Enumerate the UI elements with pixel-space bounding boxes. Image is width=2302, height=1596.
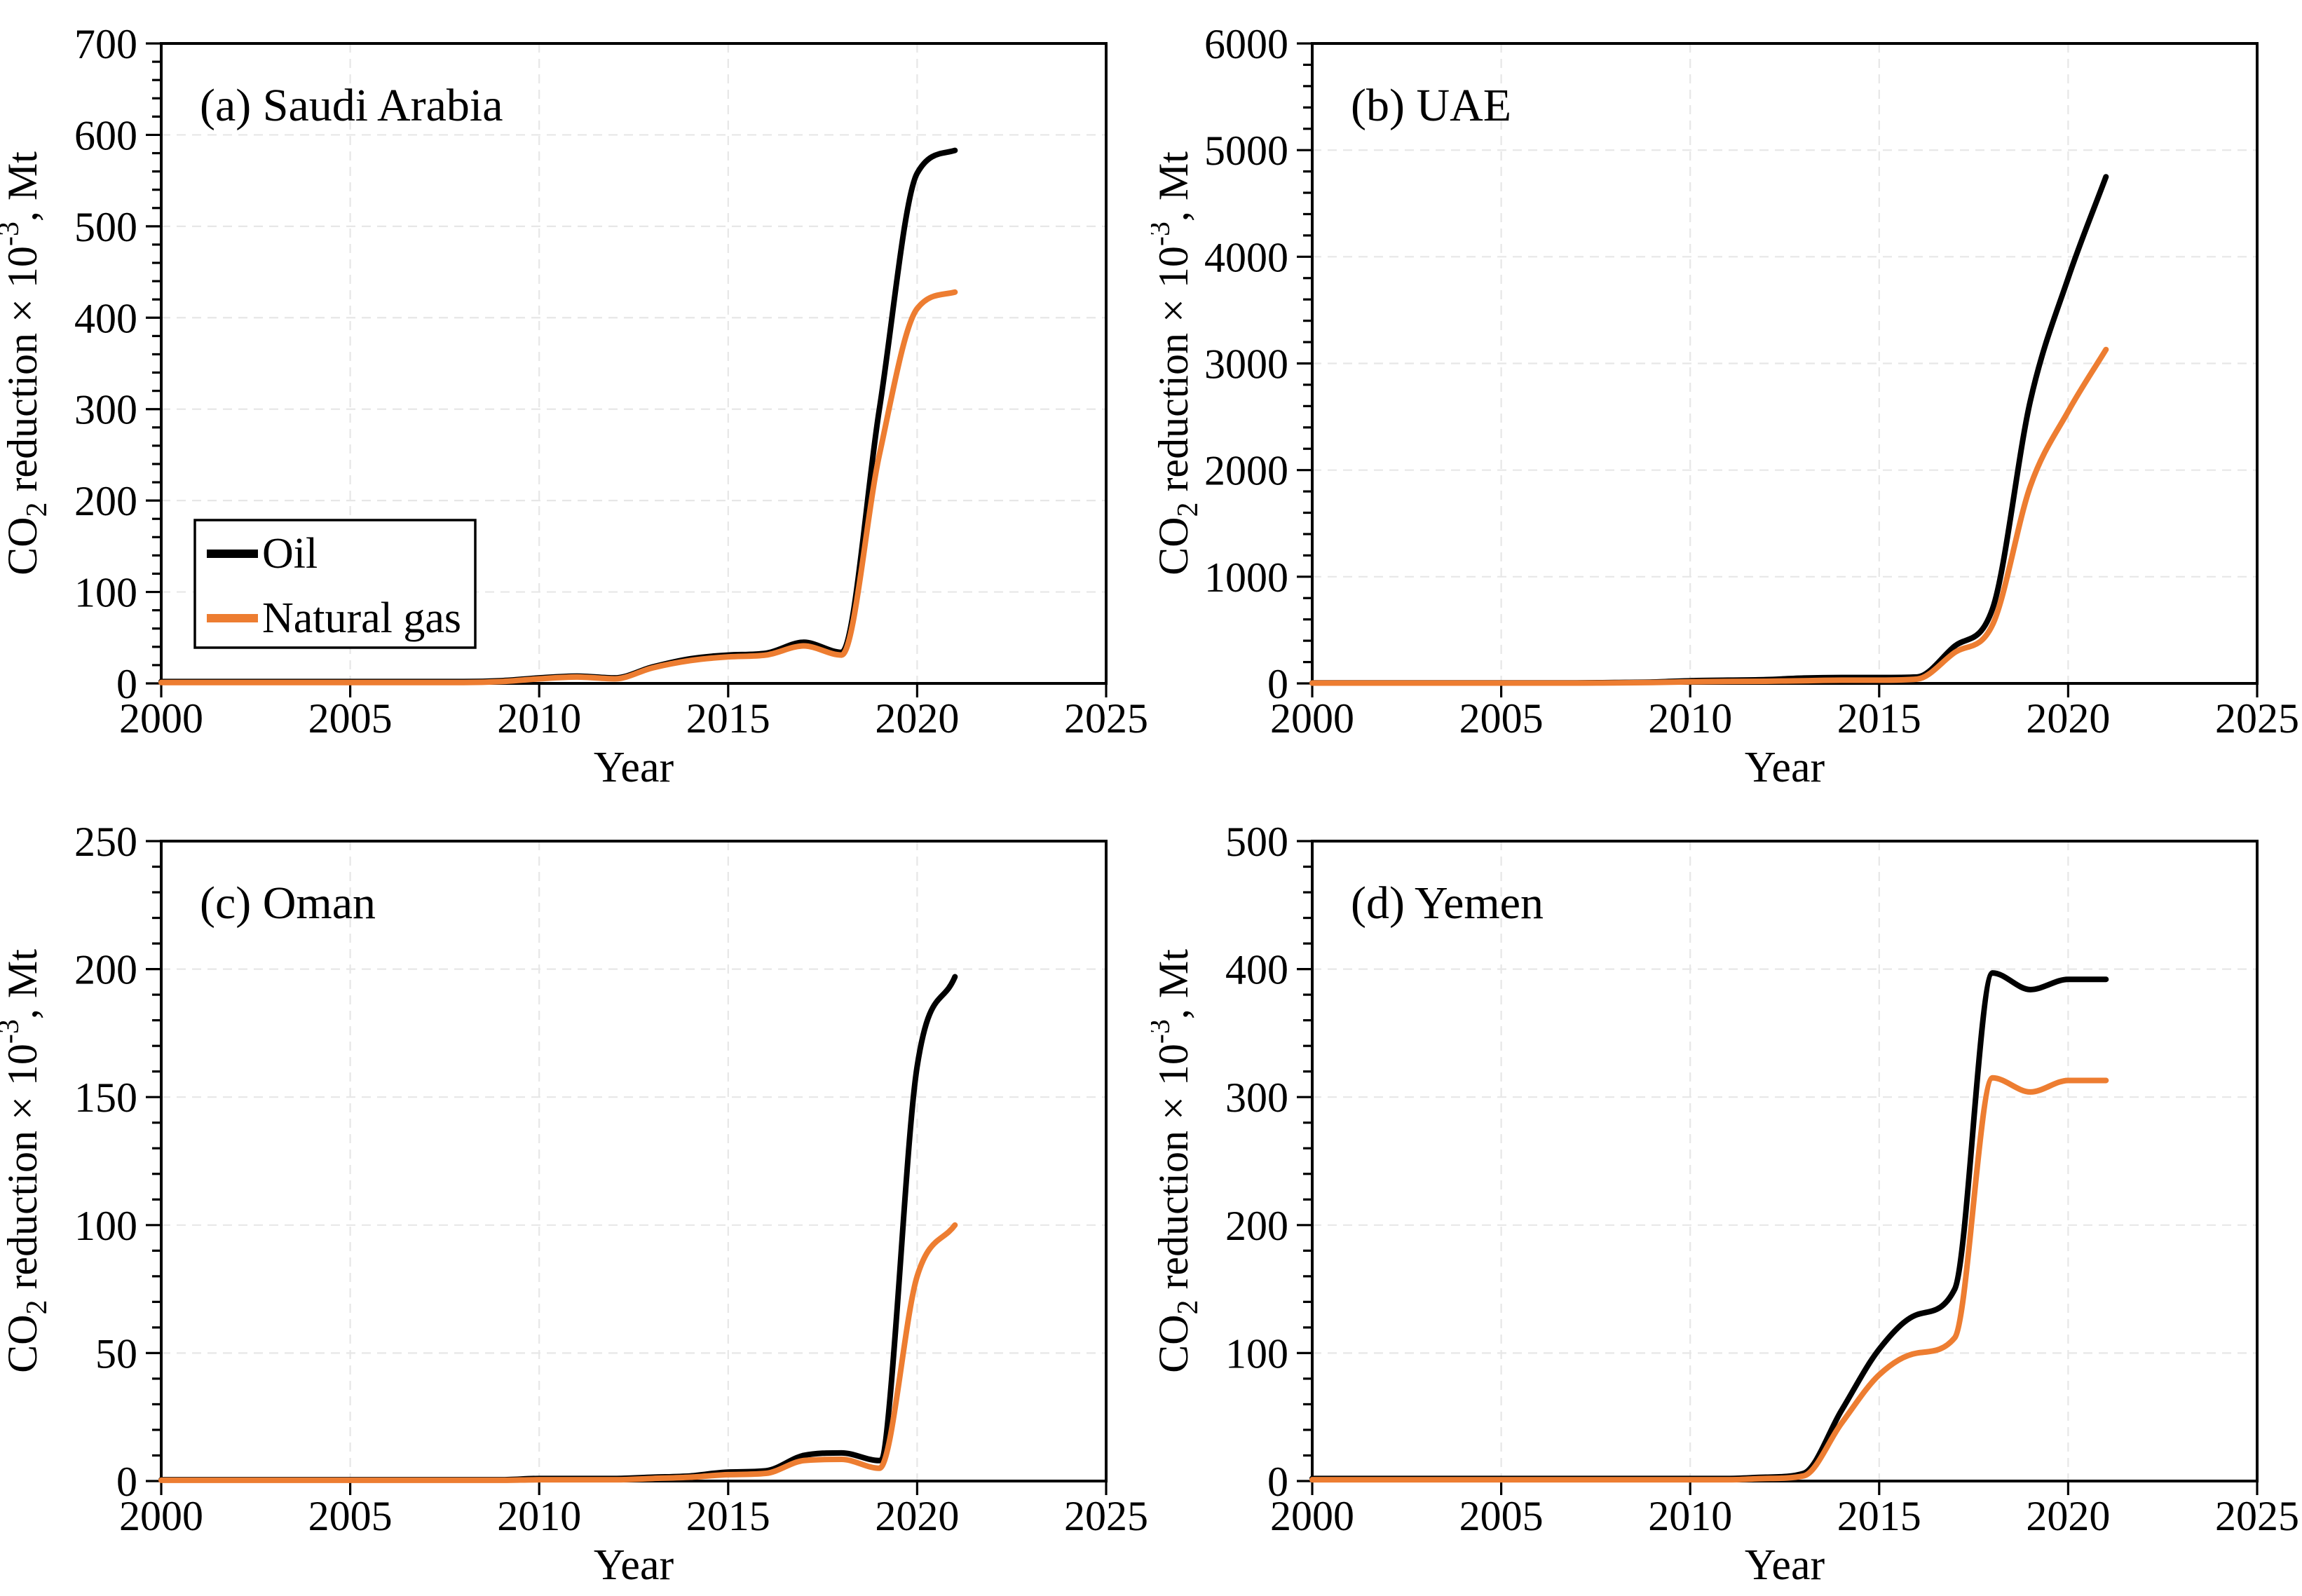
x-tick-label: 2025: [1064, 1493, 1148, 1539]
chart-panel-b: 0 1000 2000 3000 4000 5000 6000 2000 2005 2010 201…: [1151, 0, 2302, 798]
y-tick-label: 200: [74, 478, 137, 524]
y-tick-label: 1000: [1204, 554, 1288, 601]
series-curves: [1309, 174, 2109, 686]
y-tick-label: 100: [74, 570, 137, 616]
plot-border: [160, 840, 1108, 1482]
legend-label-natural-gas: Natural gas: [262, 594, 461, 642]
y-axis-label: CO2 reduction × 10-3, Mt: [0, 151, 53, 575]
y-axis-label: CO2 reduction × 10-3, Mt: [1151, 949, 1204, 1373]
x-tick-label: 2005: [1459, 1493, 1544, 1539]
panel-title: (b) UAE: [1351, 80, 1511, 131]
x-axis-label: Year: [594, 1541, 674, 1589]
y-tick-label: 250: [74, 819, 137, 865]
y-tick-label: 400: [74, 295, 137, 341]
series-curves: [158, 147, 958, 686]
series-line-natural-gas: [158, 289, 958, 686]
panel-title: (c) Oman: [200, 878, 376, 929]
y-tick-label: 50: [95, 1330, 137, 1377]
y-tick-label: 0: [1267, 661, 1288, 707]
x-tick-label: 2025: [2215, 1493, 2299, 1539]
y-tick-label: 2000: [1204, 448, 1288, 494]
line-chart-b: 0 1000 2000 3000 4000 5000 6000 2000 2005 2010 201…: [1151, 21, 2299, 791]
chart-panel-d: 0 100 200 300 400 500 2000 2005 2010 2015 2020 2025…: [1151, 798, 2302, 1596]
x-tick-label: 2025: [1064, 695, 1148, 742]
series-curves: [1309, 970, 2109, 1483]
axis-ticks: [1297, 42, 2259, 697]
series-line-oil: [1309, 970, 2109, 1482]
x-tick-label: 2015: [1837, 1493, 1921, 1539]
series-line-natural-gas: [1309, 1075, 2109, 1483]
axis-ticks: [146, 840, 1108, 1495]
legend-label-oil: Oil: [262, 530, 318, 578]
gridlines: [1312, 840, 2259, 1481]
x-tick-label: 2005: [308, 1493, 393, 1539]
y-tick-label: 0: [116, 1459, 137, 1505]
chart-panel-c: 0 50 100 150 200 250 2000 2005 2010 2015 2020 2025 Y…: [0, 798, 1151, 1596]
y-axis-label: CO2 reduction × 10-3, Mt: [0, 949, 53, 1373]
x-tick-label: 2025: [2215, 695, 2299, 742]
x-tick-label: 2020: [875, 1493, 959, 1539]
x-tick-label: 2000: [119, 695, 203, 742]
x-tick-label: 2010: [497, 1493, 581, 1539]
y-tick-label: 700: [74, 21, 137, 67]
y-tick-label: 200: [1225, 1203, 1288, 1249]
y-tick-label: 500: [1225, 819, 1288, 865]
series-line-natural-gas: [158, 1222, 958, 1483]
line-chart-d: 0 100 200 300 400 500 2000 2005 2010 2015 2020 2025…: [1151, 819, 2299, 1589]
x-tick-label: 2010: [1648, 1493, 1732, 1539]
series-curves: [158, 974, 958, 1483]
x-axis-label: Year: [1745, 744, 1825, 791]
x-tick-label: 2005: [1459, 695, 1544, 742]
y-tick-label: 0: [116, 661, 137, 707]
x-tick-label: 2010: [1648, 695, 1732, 742]
plot-border: [1311, 840, 2259, 1482]
axis-ticks: [146, 42, 1108, 697]
x-tick-label: 2015: [686, 695, 770, 742]
y-tick-label: 4000: [1204, 234, 1288, 280]
x-tick-label: 2020: [2026, 1493, 2110, 1539]
line-chart-c: 0 50 100 150 200 250 2000 2005 2010 2015 2020 2025 Y…: [0, 819, 1148, 1589]
y-tick-label: 100: [1225, 1330, 1288, 1377]
gridlines: [161, 840, 1108, 1481]
y-tick-label: 600: [74, 112, 137, 158]
x-tick-label: 2000: [119, 1493, 203, 1539]
y-tick-label: 150: [74, 1075, 137, 1121]
x-tick-label: 2020: [2026, 695, 2110, 742]
y-tick-label: 400: [1225, 947, 1288, 993]
y-axis-label: CO2 reduction × 10-3, Mt: [1151, 151, 1204, 575]
x-axis-label: Year: [1745, 1541, 1825, 1589]
y-tick-label: 200: [74, 947, 137, 993]
x-tick-label: 2020: [875, 695, 959, 742]
x-axis-label: Year: [594, 744, 674, 791]
series-line-oil: [1309, 174, 2109, 686]
series-line-oil: [158, 974, 958, 1483]
y-tick-label: 6000: [1204, 21, 1288, 67]
y-tick-label: 0: [1267, 1459, 1288, 1505]
y-tick-label: 3000: [1204, 341, 1288, 388]
x-tick-label: 2000: [1270, 695, 1354, 742]
legend: Oil Natural gas: [193, 519, 477, 649]
gridlines: [1312, 42, 2259, 683]
x-tick-label: 2010: [497, 695, 581, 742]
y-tick-label: 300: [1225, 1075, 1288, 1121]
x-tick-label: 2000: [1270, 1493, 1354, 1539]
y-tick-label: 500: [74, 204, 137, 250]
axis-ticks: [1297, 840, 2259, 1495]
panel-title: (a) Saudi Arabia: [200, 80, 503, 131]
plot-border: [160, 42, 1108, 685]
chart-panel-a: 0 100 200 300 400 500 600 700 2000 2005 2010 2015 20…: [0, 0, 1151, 798]
x-tick-label: 2015: [1837, 695, 1921, 742]
panel-title: (d) Yemen: [1351, 878, 1544, 929]
line-chart-a: 0 100 200 300 400 500 600 700 2000 2005 2010 2015 20…: [0, 21, 1148, 791]
y-tick-label: 300: [74, 387, 137, 433]
x-tick-label: 2005: [308, 695, 393, 742]
y-tick-label: 100: [74, 1203, 137, 1249]
legend-box: [193, 519, 477, 649]
series-line-natural-gas: [1309, 346, 2109, 686]
y-tick-label: 5000: [1204, 128, 1288, 174]
x-tick-label: 2015: [686, 1493, 770, 1539]
